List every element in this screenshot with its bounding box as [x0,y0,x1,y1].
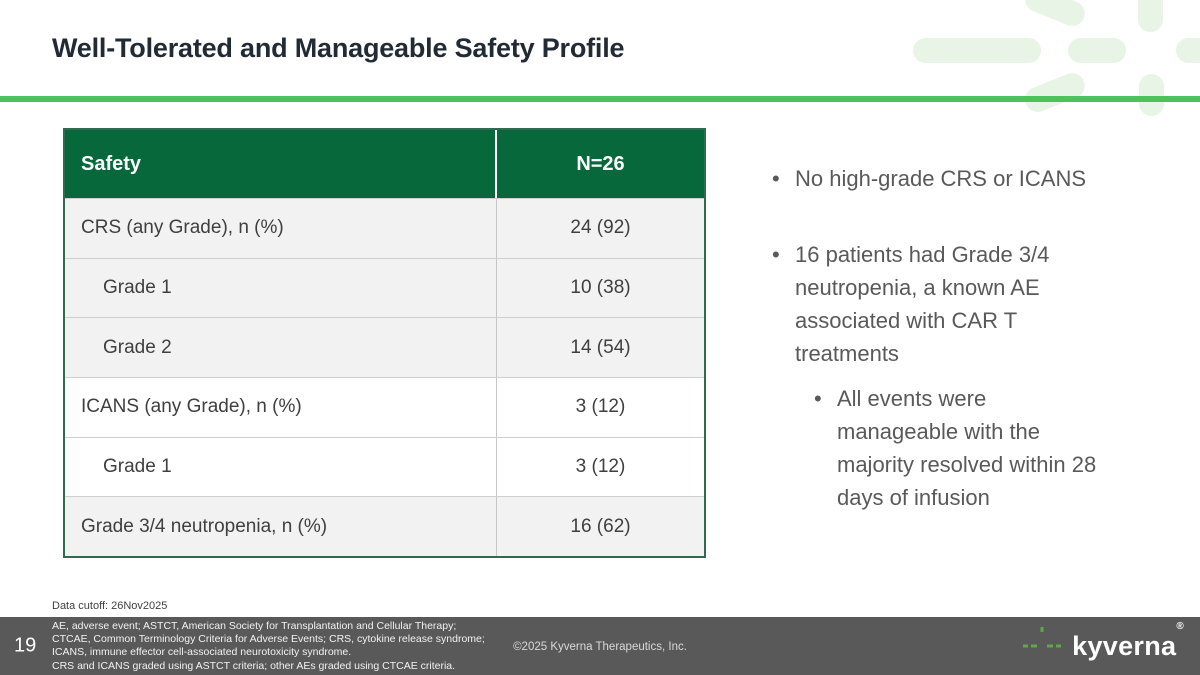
table-row: ICANS (any Grade), n (%) 3 (12) [65,377,704,437]
decorative-starburst-bar [1139,74,1164,116]
starburst-icon [1023,627,1062,648]
table-row: Grade 3/4 neutropenia, n (%) 16 (62) [65,496,704,557]
list-item: • 16 patients had Grade 3/4 neutropenia,… [772,238,1192,370]
logo-wordmark: kyverna® [1072,620,1184,661]
kyverna-logo: kyverna® [1020,620,1184,668]
footnotes: AE, adverse event; ASTCT, American Socie… [52,620,485,672]
bullet-icon: • [772,242,780,267]
table-header-safety: Safety [65,130,497,198]
row-value: 14 (54) [570,336,631,358]
copyright-text: ©2025 Kyverna Therapeutics, Inc. [513,641,687,653]
decorative-starburst-bar [1068,38,1126,63]
row-value: 16 (62) [570,515,631,537]
table-row: CRS (any Grade), n (%) 24 (92) [65,198,704,258]
data-cutoff-note: Data cutoff: 26Nov2025 [52,600,168,612]
bullet-text: All events were manageable with the majo… [837,386,1097,510]
table-header-n: N=26 [576,152,625,175]
row-value: 3 (12) [575,456,626,478]
list-item: • No high-grade CRS or ICANS [772,162,1192,195]
decorative-starburst-bar [1176,38,1200,63]
bullet-text: No high-grade CRS or ICANS [795,166,1087,191]
decorative-starburst-bar [1021,0,1089,30]
bullet-list: • No high-grade CRS or ICANS • 16 patien… [772,162,1192,514]
row-label: Grade 1 [65,258,497,318]
row-value: 3 (12) [575,396,626,418]
row-value: 24 (92) [570,217,631,239]
accent-divider [0,96,1200,102]
footer-bar: 19 AE, adverse event; ASTCT, American So… [0,617,1200,675]
decorative-starburst-bar [1138,0,1163,32]
table-header-row: Safety N=26 [65,130,704,198]
row-value: 10 (38) [570,277,631,299]
row-label: Grade 2 [65,318,497,378]
row-label: Grade 3/4 neutropenia, n (%) [65,497,497,557]
row-label: CRS (any Grade), n (%) [65,199,497,258]
safety-table: Safety N=26 CRS (any Grade), n (%) 24 (9… [63,128,706,559]
bullet-icon: • [772,166,780,191]
table-row: Grade 1 10 (38) [65,257,704,318]
registered-mark: ® [1176,620,1184,632]
bullet-icon: • [814,386,822,411]
row-label: ICANS (any Grade), n (%) [65,378,497,437]
decorative-starburst-bar [1021,69,1089,116]
table-row: Grade 2 14 (54) [65,317,704,378]
decorative-starburst-bar [913,38,1041,63]
list-item-sub: • All events were manageable with the ma… [814,382,1192,514]
bullet-text: 16 patients had Grade 3/4 neutropenia, a… [795,242,1050,366]
page-title: Well-Tolerated and Manageable Safety Pro… [52,33,625,63]
row-label: Grade 1 [65,437,497,497]
page-number: 19 [14,634,37,657]
table-row: Grade 1 3 (12) [65,436,704,497]
